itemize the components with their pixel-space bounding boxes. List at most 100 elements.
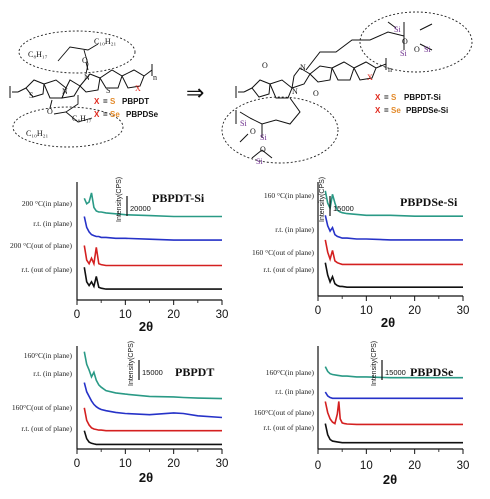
scale-bar-value: 15000 xyxy=(385,368,406,377)
series-label-1: r.t. (in plane) xyxy=(33,369,72,378)
svg-text:Si: Si xyxy=(240,119,247,128)
x-tick-label-0: 0 xyxy=(74,458,80,470)
x-tick-label-30: 30 xyxy=(457,305,470,317)
x-tick-label-10: 10 xyxy=(360,305,373,317)
series-label-1: r.t. (in plane) xyxy=(275,225,314,234)
svg-text:Si: Si xyxy=(400,49,407,58)
series-line-0 xyxy=(83,351,223,400)
scheme-arrow: ⇒ xyxy=(186,81,204,106)
x-tick-label-10: 10 xyxy=(360,460,373,472)
svg-text:X: X xyxy=(94,97,100,106)
legend-left-1: X = S PBPDT xyxy=(94,97,149,106)
x-axis-label: 2θ xyxy=(139,470,153,485)
siloxane-ellipse-bottom xyxy=(221,96,339,164)
atom-s-mid: S xyxy=(106,86,110,95)
series-line-3 xyxy=(324,423,463,444)
atom-n2: N xyxy=(84,73,90,82)
series-line-3 xyxy=(83,430,222,446)
siloxane-bottom: Si O Si O Si xyxy=(240,119,267,166)
svg-text:=: = xyxy=(384,106,389,115)
series-label-2: 160°C(out of plane) xyxy=(12,403,73,412)
series-label-3: r.t. (out of plane) xyxy=(21,265,72,274)
chart-title: PBPDT-Si xyxy=(152,191,205,205)
series-label-0: 200 °C(in plane) xyxy=(22,199,73,208)
atom-s-left: S xyxy=(29,91,33,100)
atom-o1: O xyxy=(47,107,53,116)
chain-c10h21-bottom: C₁₀H₂₁ xyxy=(26,129,48,138)
series-line-1 xyxy=(324,215,463,241)
svg-text:O: O xyxy=(402,37,408,46)
scale-bar-value: 20000 xyxy=(130,204,151,213)
chart-title: PBPDT xyxy=(175,365,214,379)
alkyl-ellipse-top xyxy=(18,30,136,74)
chain-c8h17-bottom: C₈H₁₇ xyxy=(72,114,92,123)
atom-x-right: X xyxy=(367,73,373,82)
series-line-2 xyxy=(83,245,222,267)
svg-text:X: X xyxy=(94,110,100,119)
series-label-1: r.t. (in plane) xyxy=(33,219,72,228)
series-label-0: 160°C(in plane) xyxy=(266,368,315,377)
atom-o2: O xyxy=(82,56,88,65)
x-tick-label-0: 0 xyxy=(74,309,80,321)
y-axis-label: Intensity(CPS) xyxy=(371,341,378,386)
svg-text:Si: Si xyxy=(424,45,431,54)
atom-n-r2: N xyxy=(300,63,306,72)
svg-text:O: O xyxy=(250,127,256,136)
legend-right-2: X = Se PBPDSe-Si xyxy=(375,106,448,115)
series-label-2: 200 °C(out of plane) xyxy=(10,241,72,250)
series-label-0: 160 °C(in plane) xyxy=(264,191,315,200)
x-tick-label-30: 30 xyxy=(216,458,229,470)
subscript-n-right: n xyxy=(388,65,392,74)
svg-text:X: X xyxy=(375,93,381,102)
svg-text:Si: Si xyxy=(256,157,263,166)
series-line-1 xyxy=(324,391,463,400)
svg-text:PBPDSe-Si: PBPDSe-Si xyxy=(406,106,448,115)
chart-title: PBPDSe xyxy=(410,365,454,379)
x-axis-label: 2θ xyxy=(381,315,395,330)
series-line-0 xyxy=(83,192,222,218)
series-line-3 xyxy=(324,262,463,289)
svg-text:O: O xyxy=(260,145,266,154)
atom-n-r1: N xyxy=(292,87,298,96)
siloxane-ellipse-top xyxy=(359,11,473,73)
atom-o-r1: O xyxy=(313,89,319,98)
panel-pbpdt-si: 0 10 20 30 2θ 200 °C(in plane) r.t. (in plane)… xyxy=(10,177,228,334)
svg-text:=: = xyxy=(103,97,108,106)
series-line-2 xyxy=(324,239,463,266)
x-tick-label-20: 20 xyxy=(408,305,421,317)
series-label-2: 160°C(out of plane) xyxy=(254,408,315,417)
svg-text:Si: Si xyxy=(394,25,401,34)
legend-left-2: X = Se PBPDSe xyxy=(94,110,159,119)
chart-title: PBPDSe-Si xyxy=(400,195,458,209)
series-label-0: 160°C(in plane) xyxy=(24,351,73,360)
x-tick-label-10: 10 xyxy=(119,458,132,470)
x-tick-label-20: 20 xyxy=(408,460,421,472)
atom-o-r2: O xyxy=(262,61,268,70)
x-tick-label-10: 10 xyxy=(119,309,132,321)
svg-text:X: X xyxy=(375,106,381,115)
x-axis-label: 2θ xyxy=(383,472,397,487)
atom-n1: N xyxy=(62,87,68,96)
series-line-2 xyxy=(324,401,463,426)
series-line-3 xyxy=(83,267,222,290)
svg-text:=: = xyxy=(103,110,108,119)
y-axis-label: Intensity(CPS) xyxy=(116,177,123,222)
legend-right-1: X = S PBPDT-Si xyxy=(375,93,441,102)
panel-pbpdse-si: 0 10 20 30 2θ 160 °C(in plane) r.t. (in plane)… xyxy=(252,177,469,330)
series-label-3: r.t. (out of plane) xyxy=(263,265,314,274)
series-label-2: 160 °C(out of plane) xyxy=(252,248,314,257)
svg-text:S: S xyxy=(391,93,397,102)
scheme-right: O O N N X n Si O Si O Si Si O Si O Si X … xyxy=(221,11,473,166)
series-line-1 xyxy=(83,382,223,419)
chain-c10h21-top: C₁₀H₂₁ xyxy=(94,37,116,46)
subscript-n-left: n xyxy=(153,73,157,82)
svg-text:=: = xyxy=(384,93,389,102)
series-line-0 xyxy=(324,190,463,217)
alkyl-ellipse-bottom xyxy=(12,106,124,148)
svg-text:O: O xyxy=(414,45,420,54)
x-tick-label-30: 30 xyxy=(457,460,470,472)
backbone-right xyxy=(235,21,433,159)
svg-text:Se: Se xyxy=(391,106,401,115)
